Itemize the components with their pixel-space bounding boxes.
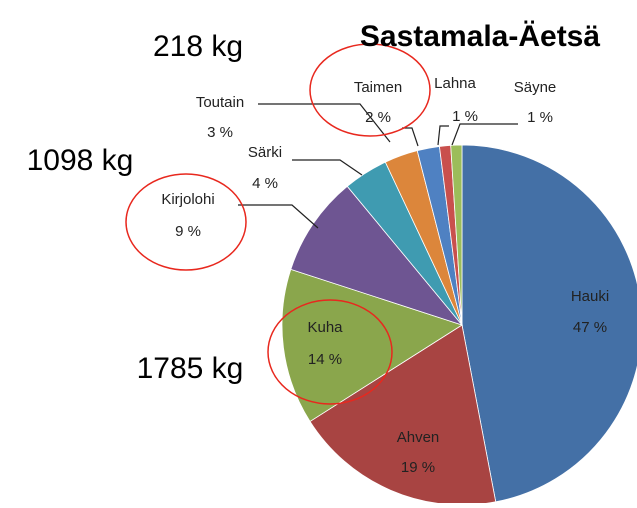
- slices: [281, 144, 637, 506]
- slice-value-label: 2 %: [365, 109, 391, 126]
- slice-label: Kirjolohi: [161, 191, 214, 208]
- annotation: 218 kg: [153, 30, 243, 63]
- slice-value-label: 9 %: [175, 223, 201, 240]
- highlight-circle: [309, 43, 431, 137]
- leader-line: [402, 127, 419, 147]
- pie-slice: [450, 144, 463, 326]
- slice-value-label: 1 %: [527, 109, 553, 126]
- slice-label: Toutain: [196, 94, 244, 111]
- leader-line: [292, 159, 363, 176]
- leader-line: [451, 123, 518, 146]
- slice-label: Ahven: [397, 429, 440, 446]
- pie-slice: [461, 144, 637, 503]
- annotation: 1098 kg: [27, 144, 134, 177]
- annotation: 1785 kg: [137, 352, 244, 385]
- highlight-circles: [125, 43, 431, 405]
- slice-label: Kuha: [307, 319, 343, 336]
- slice-value-label: 47 %: [573, 319, 607, 336]
- slice-value-label: 4 %: [252, 175, 278, 192]
- slice-label: Taimen: [354, 79, 402, 96]
- leader-line: [258, 103, 391, 143]
- leader-line: [437, 125, 449, 146]
- chart-title: Sastamala-Äetsä: [360, 20, 600, 53]
- slice-label: Lahna: [434, 75, 476, 92]
- slice-value-label: 14 %: [308, 351, 342, 368]
- slice-value-label: 1 %: [452, 108, 478, 125]
- leader-lines: [238, 103, 518, 229]
- leader-line: [238, 204, 319, 229]
- slice-label: Hauki: [571, 288, 609, 305]
- pie-slice: [281, 268, 463, 423]
- slice-value-label: 3 %: [207, 124, 233, 141]
- slice-value-label: 19 %: [401, 459, 435, 476]
- highlight-circle: [267, 299, 393, 405]
- slice-label: Säyne: [514, 79, 557, 96]
- slice-label: Särki: [248, 144, 282, 161]
- highlight-circle: [125, 173, 247, 271]
